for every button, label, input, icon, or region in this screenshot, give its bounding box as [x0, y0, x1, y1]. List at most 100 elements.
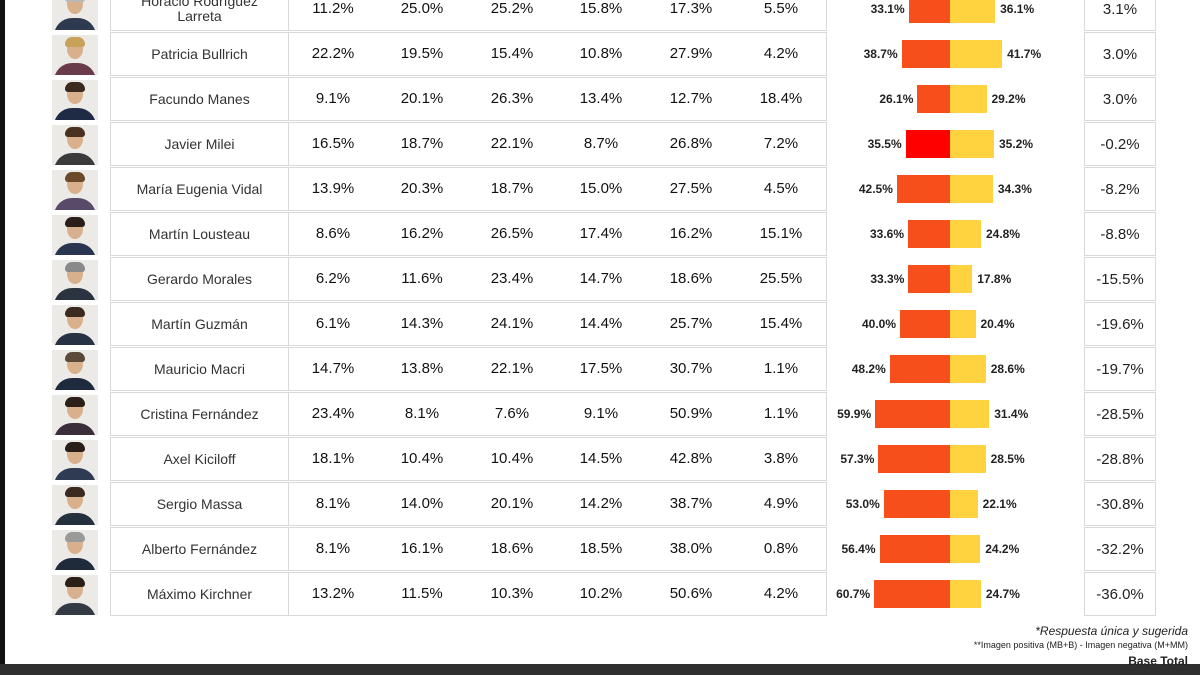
positive-label: 34.3% — [997, 182, 1032, 196]
positive-bar — [950, 400, 990, 428]
positive-label: 24.2% — [985, 542, 1020, 556]
value-cell: 14.7% — [579, 269, 623, 287]
value-cell: 11.6% — [401, 269, 443, 287]
photo-hair — [65, 82, 85, 92]
value-cell: 4.2% — [763, 44, 799, 62]
value-cell: 10.4% — [490, 449, 534, 467]
value-cell: 38.7% — [669, 494, 713, 512]
value-cell: 6.2% — [315, 269, 351, 287]
values-grid — [288, 347, 827, 391]
negative-bar — [874, 580, 950, 608]
candidate-photo — [52, 80, 98, 120]
value-cell: 14.7% — [311, 359, 355, 377]
candidate-photo — [52, 485, 98, 525]
difference-cell: -32.2% — [1084, 527, 1156, 571]
value-cell: 25.2% — [490, 0, 534, 17]
value-cell: 16.1% — [400, 539, 444, 557]
value-cell: 13.8% — [400, 359, 444, 377]
table-row: Alberto Fernández 8.1% 16.1% 18.6% 18.5% 38.0… — [0, 527, 1200, 571]
photo-hair — [65, 172, 85, 182]
photo-suit — [54, 603, 96, 615]
negative-bar — [908, 220, 950, 248]
values-grid — [288, 527, 827, 571]
positive-label: 41.7% — [1007, 47, 1042, 61]
candidate-name: Facundo Manes — [110, 77, 289, 121]
bottom-border — [0, 664, 1200, 675]
difference-cell: 3.1% — [1084, 0, 1156, 31]
photo-suit — [54, 333, 96, 345]
table-row: Facundo Manes 9.1% 20.1% 26.3% 13.4% 12.7% 18.… — [0, 77, 1200, 121]
value-cell: 18.1% — [311, 449, 355, 467]
positive-bar — [950, 130, 994, 158]
difference-cell: -19.6% — [1084, 302, 1156, 346]
value-cell: 1.1% — [763, 404, 799, 422]
photo-suit — [54, 558, 96, 570]
values-grid — [288, 482, 827, 526]
negative-bar — [889, 355, 950, 383]
candidate-photo — [52, 170, 98, 210]
value-cell: 20.3% — [400, 179, 444, 197]
value-cell: 7.2% — [763, 134, 799, 152]
positive-bar — [950, 265, 973, 293]
table-row: Sergio Massa 8.1% 14.0% 20.1% 14.2% 38.7% 4.9%… — [0, 482, 1200, 526]
difference-cell: -19.7% — [1084, 347, 1156, 391]
values-grid — [288, 122, 827, 166]
value-cell: 8.6% — [315, 224, 351, 242]
value-cell: 11.2% — [312, 0, 354, 17]
difference-cell: -30.8% — [1084, 482, 1156, 526]
value-cell: 26.3% — [490, 89, 534, 107]
value-cell: 8.1% — [404, 404, 440, 422]
positive-label: 20.4% — [980, 317, 1015, 331]
positive-bar — [950, 220, 981, 248]
difference-cell: -36.0% — [1084, 572, 1156, 616]
values-grid — [288, 32, 827, 76]
positive-label: 24.7% — [985, 587, 1020, 601]
candidate-name: María Eugenia Vidal — [110, 167, 289, 211]
difference-cell: -28.8% — [1084, 437, 1156, 481]
negative-label: 33.6% — [869, 227, 904, 241]
value-cell: 15.4% — [759, 314, 803, 332]
table-row: Horacio Rodríguez Larreta 11.2% 25.0% 25.2% 1… — [0, 0, 1200, 31]
photo-hair — [65, 487, 85, 497]
photo-hair — [65, 442, 85, 452]
value-cell: 3.8% — [763, 449, 799, 467]
table-row: Axel Kiciloff 18.1% 10.4% 10.4% 14.5% 42.8% 3.… — [0, 437, 1200, 481]
values-grid — [288, 0, 827, 31]
positive-label: 29.2% — [991, 92, 1026, 106]
value-cell: 1.1% — [763, 359, 799, 377]
candidate-name: Mauricio Macri — [110, 347, 289, 391]
value-cell: 18.7% — [400, 134, 444, 152]
candidate-name: Javier Milei — [110, 122, 289, 166]
value-cell: 17.5% — [579, 359, 623, 377]
positive-bar — [950, 85, 987, 113]
positive-label: 31.4% — [994, 407, 1029, 421]
positive-label: 24.8% — [986, 227, 1021, 241]
photo-suit — [54, 378, 96, 390]
value-cell: 42.8% — [669, 449, 713, 467]
values-grid — [288, 212, 827, 256]
value-cell: 27.5% — [669, 179, 713, 197]
value-cell: 13.4% — [579, 89, 623, 107]
photo-hair — [65, 307, 85, 317]
value-cell: 20.1% — [400, 89, 444, 107]
photo-face — [67, 0, 83, 14]
value-cell: 25.5% — [759, 269, 803, 287]
values-grid — [288, 572, 827, 616]
table-row: María Eugenia Vidal 13.9% 20.3% 18.7% 15.0% 2… — [0, 167, 1200, 211]
difference-cell: -15.5% — [1084, 257, 1156, 301]
table-row: Patricia Bullrich 22.2% 19.5% 15.4% 10.8% 27.… — [0, 32, 1200, 76]
value-cell: 17.4% — [579, 224, 623, 242]
value-cell: 18.5% — [579, 539, 623, 557]
negative-label: 40.0% — [861, 317, 896, 331]
candidate-photo — [52, 260, 98, 300]
positive-bar — [950, 535, 981, 563]
candidate-name: Máximo Kirchner — [110, 572, 289, 616]
value-cell: 10.2% — [579, 584, 623, 602]
negative-label: 42.5% — [858, 182, 893, 196]
value-cell: 16.2% — [669, 224, 713, 242]
negative-label: 38.7% — [863, 47, 898, 61]
value-cell: 4.2% — [763, 584, 799, 602]
value-cell: 12.7% — [669, 89, 713, 107]
table-row: Cristina Fernández 23.4% 8.1% 7.6% 9.1% 50.9%… — [0, 392, 1200, 436]
difference-cell: 3.0% — [1084, 32, 1156, 76]
